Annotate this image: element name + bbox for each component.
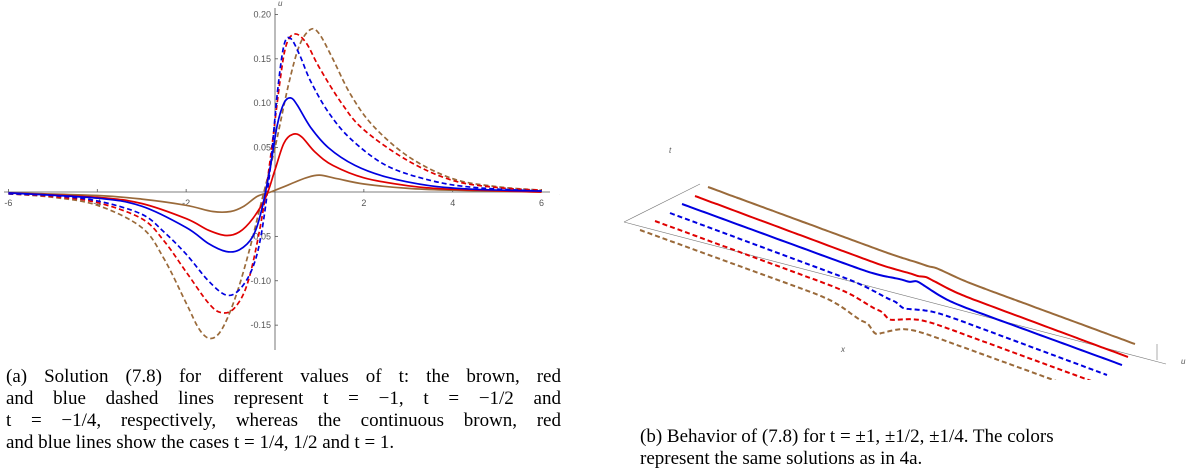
box-edge-top-left <box>623 183 701 223</box>
caption-line: t = −1/4, respectively, whereas the cont… <box>6 410 561 431</box>
surface-line-3 <box>681 203 1123 366</box>
surface-line-5 <box>654 220 1092 380</box>
x-tick-label: -6 <box>4 198 12 208</box>
series-line-6 <box>8 97 542 253</box>
y-tick-label: 0.05 <box>253 143 271 153</box>
x-axis-label: x <box>559 188 560 197</box>
y-axis-label: u <box>278 0 283 8</box>
surface-line-2 <box>694 195 1129 358</box>
u-axis-label: u <box>1181 357 1186 366</box>
x-tick-label: -2 <box>182 198 190 208</box>
figure-b-3d-plot: t x u <box>623 146 1186 380</box>
caption-line: and blue lines show the cases t = 1/4, 1… <box>6 432 395 453</box>
x-tick-label: 2 <box>361 198 366 208</box>
surface-line-4 <box>669 212 1108 376</box>
caption-line: (b) Behavior of (7.8) for t = ±1, ±1/2, … <box>640 426 1054 447</box>
y-tick-label: -0.10 <box>250 276 271 286</box>
figure-a-line-plot: -6 -4 -2 2 4 6-0.15-0.10-0.050.050.100.150.20… <box>4 0 560 350</box>
figure-a-caption: (a) Solution (7.8) for different values … <box>6 366 561 454</box>
surface-line-6 <box>639 229 1057 380</box>
series-line-2 <box>8 33 542 314</box>
caption-line: represent the same solutions as in 4a. <box>640 448 923 469</box>
y-tick-label: 0.10 <box>253 98 271 108</box>
x-tick-label: 4 <box>450 198 455 208</box>
y-tick-label: -0.05 <box>250 231 271 241</box>
series-line-5 <box>8 132 542 237</box>
series-line-4 <box>8 174 542 214</box>
caption-line: (a) Solution (7.8) for different values … <box>6 366 561 387</box>
y-tick-label: 0.20 <box>253 9 271 19</box>
y-tick-label: -0.15 <box>250 320 271 330</box>
caption-line: and blue dashed lines represent t = −1, … <box>6 388 561 409</box>
figure-b-caption: (b) Behavior of (7.8) for t = ±1, ±1/2, … <box>640 426 1192 470</box>
t-axis-label: t <box>669 146 672 155</box>
surface-line-1 <box>707 186 1136 345</box>
box-edge-bottom <box>623 221 1167 365</box>
x-axis-label: x <box>840 345 846 354</box>
y-tick-label: 0.15 <box>253 54 271 64</box>
x-tick-label: 6 <box>539 198 544 208</box>
